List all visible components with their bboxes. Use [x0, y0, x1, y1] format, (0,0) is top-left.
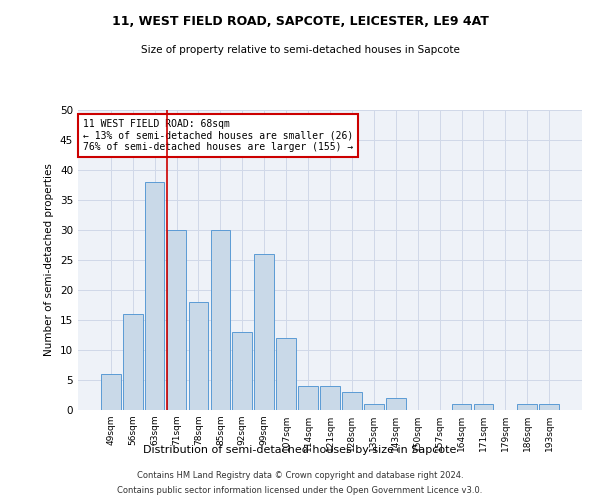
Bar [320, 386, 340, 410]
Bar [452, 404, 472, 410]
Text: Size of property relative to semi-detached houses in Sapcote: Size of property relative to semi-detach… [140, 45, 460, 55]
Bar [167, 230, 187, 410]
Bar [473, 404, 493, 410]
Bar [145, 182, 164, 410]
Text: Distribution of semi-detached houses by size in Sapcote: Distribution of semi-detached houses by … [143, 445, 457, 455]
Bar [232, 332, 252, 410]
Bar [539, 404, 559, 410]
Bar [276, 338, 296, 410]
Bar [386, 398, 406, 410]
Bar [123, 314, 143, 410]
Bar [254, 254, 274, 410]
Bar [298, 386, 318, 410]
Bar [517, 404, 537, 410]
Bar [101, 374, 121, 410]
Text: 11 WEST FIELD ROAD: 68sqm
← 13% of semi-detached houses are smaller (26)
76% of : 11 WEST FIELD ROAD: 68sqm ← 13% of semi-… [83, 119, 353, 152]
Bar [188, 302, 208, 410]
Bar [342, 392, 362, 410]
Bar [364, 404, 384, 410]
Text: 11, WEST FIELD ROAD, SAPCOTE, LEICESTER, LE9 4AT: 11, WEST FIELD ROAD, SAPCOTE, LEICESTER,… [112, 15, 488, 28]
Y-axis label: Number of semi-detached properties: Number of semi-detached properties [44, 164, 55, 356]
Bar [211, 230, 230, 410]
Text: Contains public sector information licensed under the Open Government Licence v3: Contains public sector information licen… [118, 486, 482, 495]
Text: Contains HM Land Registry data © Crown copyright and database right 2024.: Contains HM Land Registry data © Crown c… [137, 471, 463, 480]
